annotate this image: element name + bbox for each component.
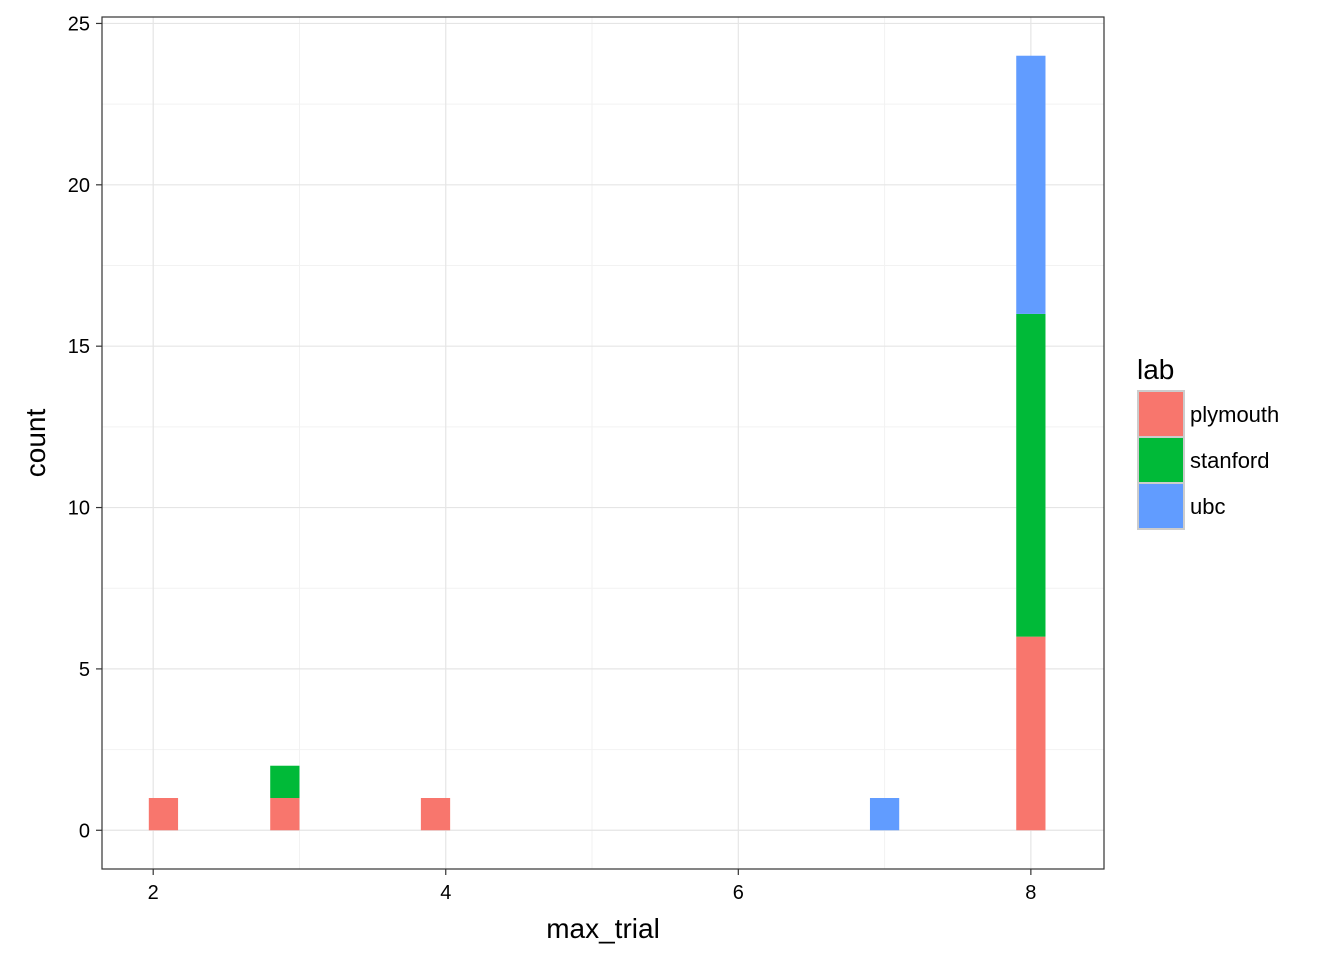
bar-stanford bbox=[1016, 313, 1046, 637]
y-tick-label: 15 bbox=[68, 336, 90, 358]
y-tick-label: 5 bbox=[79, 659, 90, 681]
bar-plymouth bbox=[270, 798, 300, 831]
y-tick-label: 10 bbox=[68, 498, 90, 520]
y-tick-label: 20 bbox=[68, 175, 90, 197]
bar-stanford bbox=[270, 765, 300, 798]
y-axis-title: count bbox=[20, 409, 51, 478]
bar-ubc bbox=[1016, 55, 1046, 314]
legend-items: plymouth stanford ubc bbox=[1137, 390, 1279, 530]
y-tick-label: 0 bbox=[79, 820, 90, 842]
plot-area: 2 4 6 8 0 5 10 15 20 25 bbox=[68, 13, 1105, 904]
panel-border bbox=[101, 16, 1105, 870]
y-tick-label: 25 bbox=[68, 13, 90, 35]
legend-title: lab bbox=[1137, 354, 1174, 385]
legend-label-ubc: ubc bbox=[1190, 494, 1225, 519]
x-tick-label: 2 bbox=[148, 882, 159, 904]
bar-ubc bbox=[869, 798, 900, 831]
legend-key-plymouth bbox=[1137, 390, 1185, 438]
panel-background bbox=[102, 17, 1104, 869]
legend: lab plymouth stanford ubc bbox=[1137, 354, 1279, 530]
bar-plymouth bbox=[1016, 636, 1046, 831]
legend-key-stanford bbox=[1137, 436, 1185, 484]
x-axis-title: max_trial bbox=[546, 913, 660, 944]
legend-label-plymouth: plymouth bbox=[1190, 402, 1279, 427]
bar-plymouth bbox=[420, 798, 451, 831]
legend-key-ubc bbox=[1137, 482, 1185, 530]
bar-plymouth bbox=[148, 798, 179, 831]
legend-label-stanford: stanford bbox=[1190, 448, 1270, 473]
x-tick-label: 8 bbox=[1025, 882, 1036, 904]
x-tick-label: 6 bbox=[733, 882, 744, 904]
x-tick-label: 4 bbox=[440, 882, 451, 904]
